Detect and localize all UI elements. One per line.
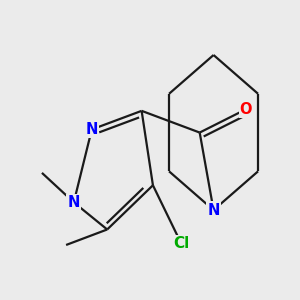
Text: O: O bbox=[240, 102, 252, 117]
Text: N: N bbox=[207, 202, 220, 217]
Text: Cl: Cl bbox=[173, 236, 189, 251]
Text: N: N bbox=[85, 122, 98, 137]
Text: N: N bbox=[68, 195, 80, 210]
